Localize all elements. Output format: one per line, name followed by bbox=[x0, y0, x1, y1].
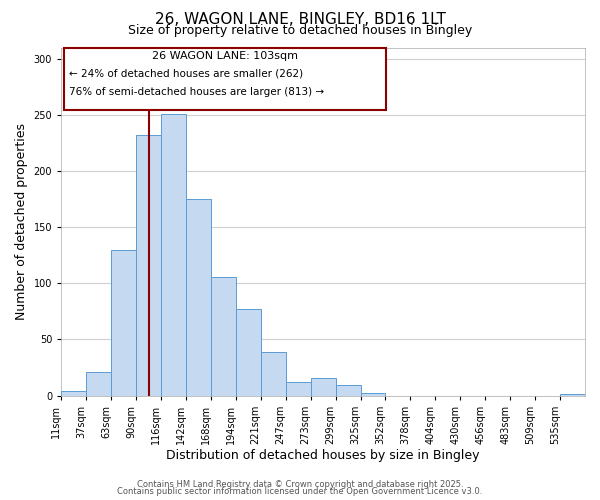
Text: Contains public sector information licensed under the Open Government Licence v3: Contains public sector information licen… bbox=[118, 487, 482, 496]
Bar bbox=[211, 276, 236, 396]
Bar bbox=[261, 352, 286, 396]
Text: Contains HM Land Registry data © Crown copyright and database right 2025.: Contains HM Land Registry data © Crown c… bbox=[137, 480, 463, 489]
Bar bbox=[286, 382, 311, 396]
Bar bbox=[361, 394, 385, 396]
FancyBboxPatch shape bbox=[64, 48, 386, 110]
Text: 26, WAGON LANE, BINGLEY, BD16 1LT: 26, WAGON LANE, BINGLEY, BD16 1LT bbox=[155, 12, 445, 28]
Text: 26 WAGON LANE: 103sqm: 26 WAGON LANE: 103sqm bbox=[152, 51, 298, 61]
Bar bbox=[186, 199, 211, 396]
Bar bbox=[560, 394, 585, 396]
Bar bbox=[111, 250, 136, 396]
X-axis label: Distribution of detached houses by size in Bingley: Distribution of detached houses by size … bbox=[166, 450, 480, 462]
Bar bbox=[86, 372, 111, 396]
Y-axis label: Number of detached properties: Number of detached properties bbox=[15, 123, 28, 320]
Bar bbox=[61, 391, 86, 396]
Text: Size of property relative to detached houses in Bingley: Size of property relative to detached ho… bbox=[128, 24, 472, 37]
Text: 76% of semi-detached houses are larger (813) →: 76% of semi-detached houses are larger (… bbox=[69, 87, 324, 97]
Bar bbox=[335, 386, 361, 396]
Text: ← 24% of detached houses are smaller (262): ← 24% of detached houses are smaller (26… bbox=[69, 69, 303, 79]
Bar bbox=[161, 114, 186, 396]
Bar bbox=[136, 135, 161, 396]
Bar bbox=[311, 378, 335, 396]
Bar bbox=[236, 309, 261, 396]
